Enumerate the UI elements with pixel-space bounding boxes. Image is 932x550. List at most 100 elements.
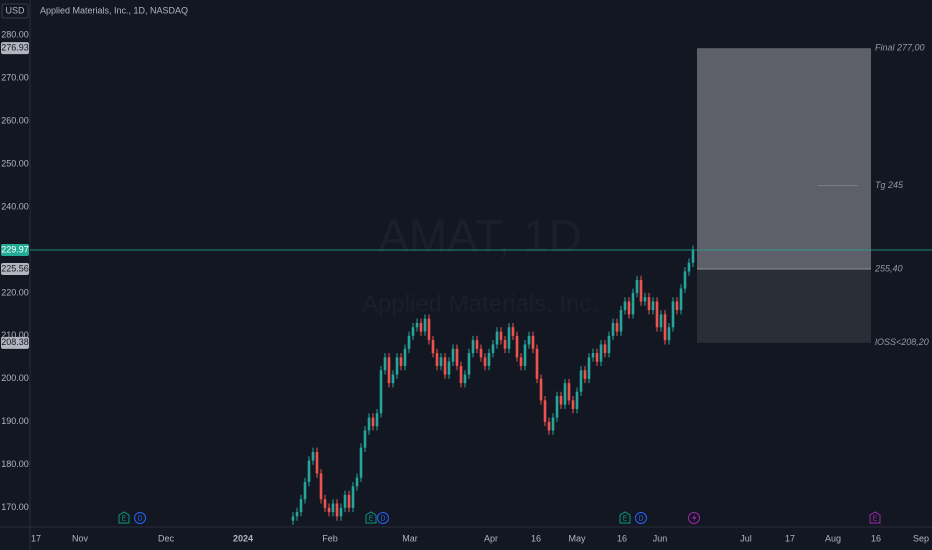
event-label: D (137, 515, 142, 522)
annotation: lOSS<208,20 (875, 337, 929, 347)
candle-body (651, 301, 655, 311)
price-tag (1, 262, 29, 275)
candle-body (295, 512, 299, 517)
candle-body (499, 331, 503, 341)
candle-body (679, 288, 683, 311)
event-icon[interactable] (365, 511, 377, 524)
price-tag-label: 225.56 (1, 263, 29, 273)
event-label: E (369, 515, 374, 522)
candle-body (655, 301, 659, 328)
candle-body (555, 396, 559, 418)
event-icon[interactable] (118, 511, 130, 524)
x-tick-label: Sep (913, 533, 929, 543)
event-icon[interactable] (134, 512, 146, 524)
y-tick-label: 170.00 (1, 502, 29, 512)
candle-body (603, 344, 607, 354)
chart-title: Applied Materials, Inc., 1D, NASDAQ (40, 5, 188, 15)
candle-body (515, 335, 519, 358)
candle-body (551, 417, 555, 431)
candle-body (683, 271, 687, 289)
x-tick-label: Mar (402, 533, 418, 543)
candle-body (691, 250, 695, 263)
candle-body (539, 378, 543, 401)
y-tick-label: 190.00 (1, 416, 29, 426)
event-label: E (873, 515, 878, 522)
x-tick-label: May (568, 533, 586, 543)
candle-body (639, 279, 643, 302)
candle-body (503, 340, 507, 349)
y-tick-label: 200.00 (1, 373, 29, 383)
candle-body (447, 361, 451, 375)
candle-body (479, 348, 483, 358)
candle-body (339, 507, 343, 517)
candle-body (643, 297, 647, 302)
candle-body (563, 383, 567, 405)
x-tick-label: Feb (322, 533, 338, 543)
x-tick-label: Jun (653, 533, 668, 543)
candle-body (423, 318, 427, 332)
x-tick-label: 16 (531, 533, 541, 543)
candle-body (427, 318, 431, 341)
candle-body (431, 340, 435, 354)
candle-body (619, 310, 623, 332)
annotation: 255,40 (874, 263, 903, 273)
candle-body (615, 322, 619, 332)
candle-body (519, 357, 523, 366)
candle-body (303, 482, 307, 500)
candle-body (527, 335, 531, 345)
candle-body (387, 357, 391, 384)
candle-body (635, 279, 639, 293)
lightning (692, 514, 697, 522)
candle-body (395, 357, 399, 375)
split-icon[interactable] (688, 512, 700, 524)
candle-body (359, 447, 363, 478)
event-label: E (122, 515, 127, 522)
annotation: Final 277,00 (875, 43, 925, 53)
event-icon[interactable] (635, 512, 647, 524)
candle-body (307, 460, 311, 483)
currency: USD (5, 5, 25, 15)
target-zone (697, 48, 871, 269)
candle-body (667, 327, 671, 341)
candle-body (299, 499, 303, 513)
y-tick-label: 210.00 (1, 330, 29, 340)
event-icon[interactable] (377, 512, 389, 524)
candle-body (627, 301, 631, 315)
candle-body (415, 322, 419, 328)
candle-body (579, 370, 583, 392)
x-tick-label: Dec (158, 533, 175, 543)
event-icon[interactable] (619, 511, 631, 524)
y-tick-label: 250.00 (1, 158, 29, 168)
event-icon[interactable] (869, 511, 881, 524)
candle-body (543, 400, 547, 422)
candle-body (383, 357, 387, 371)
candle-body (575, 391, 579, 409)
candle-body (407, 335, 411, 349)
candle-body (355, 477, 359, 487)
candle-body (327, 507, 331, 513)
currency-box[interactable] (1, 3, 29, 19)
watermark-subtitle: Applied Materials, Inc. (362, 290, 598, 317)
candle-body (371, 417, 375, 427)
price-tag-label: 276.93 (1, 43, 29, 53)
candle-body (459, 365, 463, 384)
x-tick-label: Apr (484, 533, 498, 543)
candle-body (451, 348, 455, 362)
event-label: D (380, 515, 385, 522)
candle-body (483, 357, 487, 366)
candle-body (587, 357, 591, 379)
candle-body (511, 327, 515, 336)
candle-body (315, 451, 319, 474)
candle-body (363, 430, 367, 448)
candle-body (419, 322, 423, 332)
candle-body (455, 348, 459, 366)
candle-body (375, 413, 379, 427)
candle-body (471, 340, 475, 354)
price-tag (1, 42, 29, 55)
candle-body (659, 314, 663, 328)
y-tick-label: 270.00 (1, 72, 29, 82)
candle-body (567, 383, 571, 401)
candle-body (523, 344, 527, 366)
candle-body (443, 357, 447, 375)
